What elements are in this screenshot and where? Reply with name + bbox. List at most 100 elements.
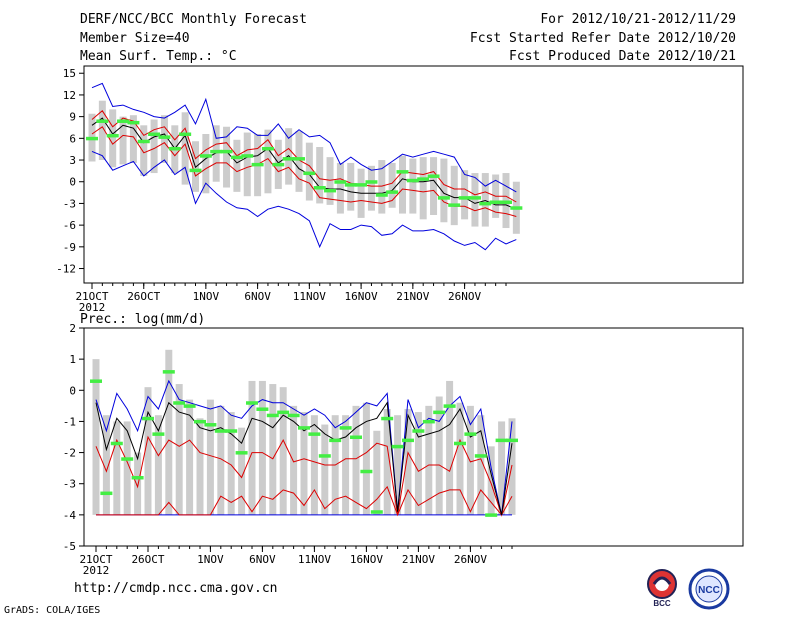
y-tick-label: 1 (69, 353, 76, 366)
obs-marker (90, 379, 102, 383)
obs-marker (282, 157, 295, 161)
obs-marker (437, 196, 450, 200)
obs-marker (127, 120, 140, 125)
grads-credit: GrADS: COLA/IGES (4, 605, 101, 616)
spread-bar (435, 396, 443, 515)
spread-bar (336, 162, 344, 214)
spread-bar (342, 415, 350, 515)
spread-bar (233, 139, 241, 192)
spread-bar (409, 158, 417, 214)
obs-marker (433, 410, 446, 415)
obs-marker (350, 435, 362, 439)
obs-marker (100, 491, 113, 496)
obs-marker (370, 510, 383, 514)
y-tick-label: -2 (63, 447, 76, 460)
spread-bar (481, 173, 489, 227)
spread-bar (367, 165, 375, 211)
spread-bar (316, 147, 324, 204)
x-tick-label: 26OCT (131, 553, 164, 566)
series-line-mean (95, 401, 513, 516)
spread-bar (461, 170, 469, 220)
obs-marker (121, 457, 134, 461)
obs-marker (261, 146, 274, 151)
y-tick-label: -4 (63, 509, 77, 522)
obs-marker (214, 429, 227, 433)
y-tick-label: 6 (69, 132, 76, 145)
spread-bar (487, 446, 495, 515)
obs-marker (427, 174, 440, 178)
x-tick-label: 21OCT (75, 290, 108, 303)
x-tick-label: 6NOV (244, 290, 271, 303)
bcc-logo-text: BCC (653, 599, 671, 608)
obs-marker (365, 180, 378, 184)
obs-marker (329, 438, 342, 443)
spread-bar (109, 109, 117, 168)
chart-title: DERF/NCC/BCC Monthly Forecast (80, 12, 307, 27)
obs-marker (402, 438, 414, 443)
obs-marker (360, 469, 373, 474)
spread-bar (154, 415, 162, 515)
spread-bar (202, 133, 210, 194)
obs-marker (495, 438, 508, 443)
obs-marker (318, 454, 331, 458)
spread-bar (227, 412, 235, 515)
x-tick-label: 1NOV (197, 553, 224, 566)
spread-bar (258, 380, 266, 515)
obs-marker (396, 170, 409, 174)
spread-bar (498, 421, 506, 515)
obs-marker (173, 401, 186, 405)
obs-marker (204, 423, 217, 427)
obs-marker (210, 149, 223, 154)
series-line-p25 (96, 485, 513, 517)
obs-marker (489, 200, 502, 204)
chart-panel-2: -5 -4 -3 -2 -1 0 1 2 21OCT 26OCT 1NOV 6NOV 11NOV 16NO… (63, 312, 744, 577)
spread-bar (362, 402, 370, 515)
spread-bar (119, 116, 127, 165)
y-tick-label: 9 (69, 111, 76, 124)
spread-bar (399, 155, 406, 214)
spread-bar (477, 415, 485, 515)
obs-marker (241, 154, 254, 158)
obs-marker (422, 419, 435, 424)
obs-marker (287, 413, 300, 418)
obs-marker (220, 149, 233, 154)
x-tick-label: 21OCT (79, 553, 112, 566)
x-year-label: 2012 (79, 301, 106, 314)
x-tick-label: 6NOV (249, 553, 276, 566)
spread-bar (419, 157, 427, 220)
obs-marker (308, 432, 321, 436)
spread-bar (248, 380, 256, 515)
x-tick-label: 26NOV (448, 290, 481, 303)
obs-marker (148, 132, 161, 136)
spread-bar (378, 160, 386, 214)
spread-bar (160, 115, 168, 163)
spread-bar (113, 421, 121, 515)
y-tick-label: -1 (63, 415, 76, 428)
y-tick-label: -6 (63, 219, 76, 232)
obs-marker (443, 404, 456, 408)
spread-bar (243, 132, 251, 197)
spread-bar (217, 405, 225, 515)
x-tick-label: 11NOV (298, 553, 331, 566)
y-tick-label: -12 (56, 263, 76, 276)
obs-marker (344, 183, 357, 187)
obs-marker (412, 429, 425, 433)
spread-bar (352, 405, 360, 515)
obs-marker (277, 410, 290, 415)
spread-bar (279, 387, 287, 515)
obs-marker (417, 177, 430, 181)
spread-bar (446, 380, 454, 515)
source-url[interactable]: http://cmdp.ncc.cma.gov.cn (74, 581, 278, 596)
spread-bar (471, 173, 479, 227)
y-tick-label: 0 (69, 384, 76, 397)
y-tick-label: 0 (69, 176, 76, 189)
x-tick-label: 1NOV (193, 290, 220, 303)
obs-marker (468, 196, 481, 200)
x-tick-label: 16NOV (345, 290, 378, 303)
obs-marker (96, 119, 109, 123)
spread-bar (134, 452, 142, 515)
obs-marker (313, 186, 326, 190)
spread-bar (404, 408, 412, 515)
spread-bar (456, 402, 464, 515)
